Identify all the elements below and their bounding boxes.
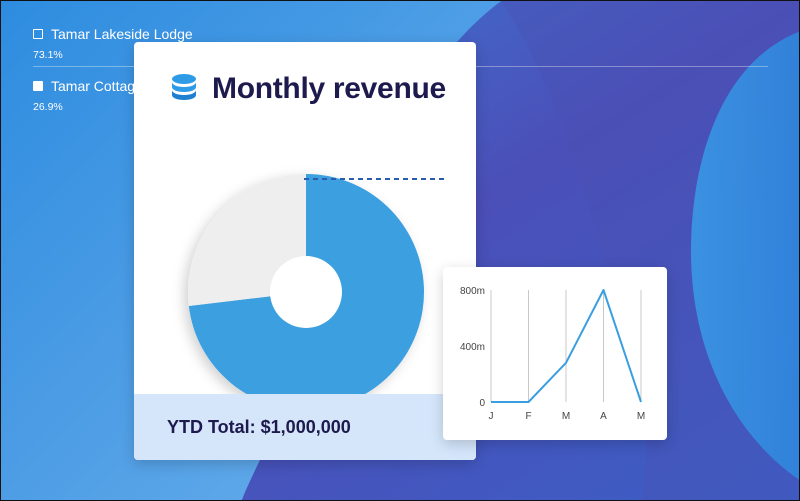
checkbox-icon[interactable]: [33, 29, 43, 39]
legend-item-lakeside[interactable]: Tamar Lakeside Lodge 73.1%: [33, 26, 193, 61]
revenue-line: [491, 289, 642, 403]
checkbox-checked-icon[interactable]: [33, 81, 43, 91]
x-tick-label: J: [489, 411, 494, 422]
x-tick-label: M: [562, 411, 570, 422]
legend-connector: [304, 178, 444, 180]
revenue-card: Monthly revenue YTD Total: $1,000,000: [134, 42, 476, 460]
legend-label: Tamar Cottage: [51, 78, 143, 94]
legend-label: Tamar Lakeside Lodge: [51, 26, 193, 42]
pie-chart: [187, 174, 424, 410]
donut-hole: [270, 256, 342, 328]
card-title: Monthly revenue: [212, 72, 446, 105]
y-tick-label: 0: [479, 398, 485, 409]
line-chart: J F M A M 0 400m 800m: [460, 286, 645, 422]
database-icon: [172, 74, 196, 100]
legend-percent: 73.1%: [33, 49, 63, 61]
ytd-total-bar: YTD Total: $1,000,000: [134, 394, 476, 460]
y-tick-label: 400m: [460, 342, 485, 353]
card-header: Monthly revenue: [170, 72, 446, 106]
line-chart-card: J F M A M 0 400m 800m: [443, 267, 667, 440]
legend-percent: 26.9%: [33, 101, 63, 113]
x-tick-label: A: [600, 411, 607, 422]
y-tick-label: 800m: [460, 286, 485, 297]
x-tick-label: F: [525, 411, 531, 422]
ytd-total-text: YTD Total: $1,000,000: [167, 416, 351, 437]
legend-item-cottage[interactable]: Tamar Cottage 26.9%: [33, 78, 143, 113]
x-tick-label: M: [637, 411, 645, 422]
legend-divider: [33, 66, 768, 67]
